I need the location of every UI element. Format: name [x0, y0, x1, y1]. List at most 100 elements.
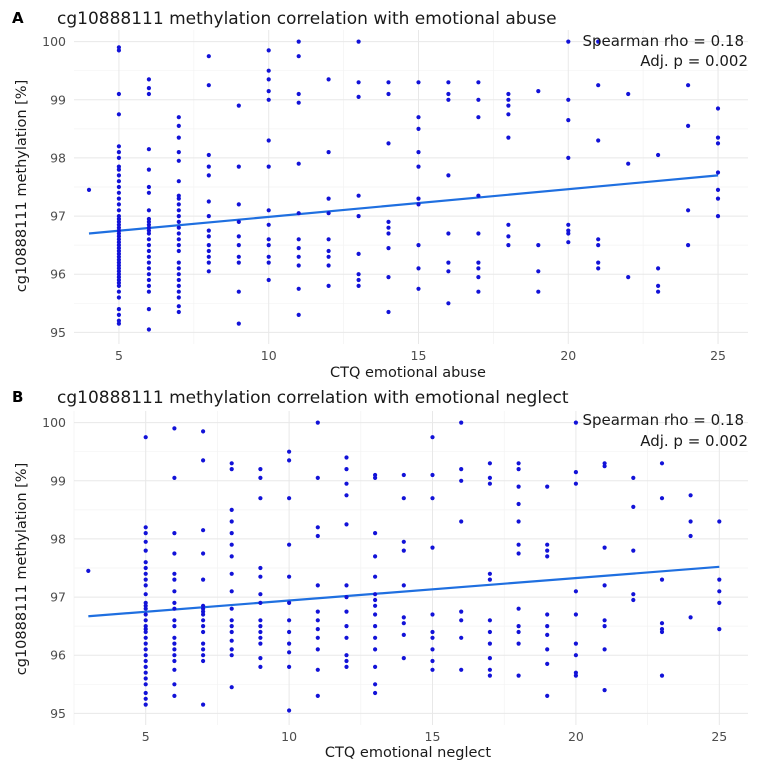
panel-a-point: [116, 266, 121, 271]
panel-b-point: [201, 528, 206, 533]
panel-a-point: [356, 39, 361, 44]
panel-a-point: [176, 219, 181, 224]
panel-a-point: [176, 283, 181, 288]
panel-a-label: A: [12, 9, 24, 27]
panel-a-point: [356, 94, 361, 99]
panel-a-point: [146, 167, 151, 172]
panel-a-point: [176, 202, 181, 207]
panel-b-point: [430, 496, 435, 501]
panel-b-point: [86, 568, 91, 574]
panel-a-point: [596, 243, 601, 248]
panel-a-point: [146, 86, 151, 91]
panel-b-point: [430, 472, 435, 478]
panel-a-y-tick-99: 99: [50, 92, 66, 107]
panel-b-point: [229, 554, 234, 559]
panel-a-point: [116, 228, 121, 233]
panel-b-point: [516, 542, 521, 547]
panel-b-point: [717, 627, 722, 632]
panel-a-point: [656, 266, 661, 271]
panel-a-point: [296, 246, 301, 251]
panel-a-point: [446, 80, 451, 85]
panel-b-point: [659, 461, 665, 466]
panel-b-point: [516, 551, 521, 556]
panel-b-point: [258, 629, 263, 635]
panel-b-point: [717, 577, 722, 582]
panel-b-point: [143, 629, 148, 635]
panel-a-point: [176, 237, 181, 242]
panel-a-point: [146, 231, 151, 236]
panel-a-point: [416, 243, 421, 248]
panel-a-point: [266, 222, 271, 227]
panel-b-point: [229, 461, 234, 466]
panel-a-point: [86, 187, 92, 192]
panel-b-point: [430, 612, 435, 617]
panel-b-point: [487, 641, 492, 646]
panel-b-point: [516, 606, 521, 611]
panel-a-point: [146, 260, 151, 265]
panel-b-point: [430, 629, 435, 635]
panel-b-x-tick-15: 15: [425, 729, 441, 744]
panel-b-y-tick-100: 100: [42, 415, 66, 430]
panel-a-point: [476, 231, 481, 236]
panel-a-point: [356, 193, 361, 198]
panel-a-point: [176, 266, 181, 271]
panel-a-point: [116, 196, 121, 201]
panel-a-point: [176, 150, 181, 155]
panel-a-point: [266, 77, 271, 82]
panel-a-point: [296, 263, 301, 268]
panel-a-point: [326, 283, 331, 288]
panel-a-point: [266, 277, 271, 283]
panel-b-point: [573, 641, 579, 646]
panel-b-point: [688, 519, 693, 524]
panel-b-point: [201, 658, 206, 664]
panel-b-point: [602, 464, 607, 469]
panel-b-point: [172, 693, 177, 699]
panel-a-point: [296, 100, 301, 105]
panel-a-p-annotation: Adj. p = 0.002: [640, 52, 748, 70]
panel-b-point: [602, 618, 607, 623]
panel-a-point: [176, 272, 181, 277]
panel-b-point: [717, 589, 722, 594]
panel-b-point: [172, 667, 177, 672]
panel-a-point: [686, 83, 691, 88]
panel-a-point: [326, 211, 331, 216]
panel-b-point: [172, 606, 177, 611]
panel-b-point: [315, 475, 320, 480]
panel-b-point: [487, 673, 492, 678]
panel-b-point: [143, 560, 148, 565]
panel-b-point: [573, 470, 579, 475]
panel-b-point: [229, 685, 234, 690]
panel-a-point: [266, 254, 271, 259]
panel-a-point: [446, 91, 451, 97]
panel-b-x-tick-25: 25: [711, 729, 727, 744]
panel-a-point: [116, 234, 121, 239]
panel-b-point: [143, 583, 148, 588]
panel-a-point: [146, 272, 151, 277]
panel-a-point: [236, 103, 241, 108]
panel-b-point: [315, 635, 320, 640]
panel-a-point: [116, 231, 121, 236]
panel-a-point: [566, 118, 571, 123]
panel-a-point: [116, 260, 121, 265]
panel-a-point: [566, 231, 571, 236]
panel-b-x-tick-10: 10: [281, 729, 297, 744]
panel-b-point: [373, 647, 378, 652]
panel-a-point: [176, 196, 181, 201]
panel-b-point: [459, 420, 464, 425]
panel-a-point: [386, 309, 391, 315]
panel-b-point: [545, 693, 550, 699]
panel-a-point: [116, 246, 121, 251]
panel-b-point: [459, 478, 464, 483]
panel-b-point: [344, 658, 349, 664]
panel-b-point: [143, 641, 148, 646]
panel-b-point: [258, 574, 263, 579]
panel-a-point: [386, 80, 391, 85]
panel-a-point: [446, 231, 451, 236]
panel-a-point: [266, 164, 271, 169]
panel-b-point: [143, 618, 148, 623]
panel-b-point: [229, 606, 234, 611]
panel-a-point: [116, 112, 121, 117]
panel-b-y-axis-title: cg10888111 methylation [%]: [14, 463, 30, 675]
panel-a-point: [146, 91, 151, 97]
panel-b-point: [545, 632, 550, 638]
